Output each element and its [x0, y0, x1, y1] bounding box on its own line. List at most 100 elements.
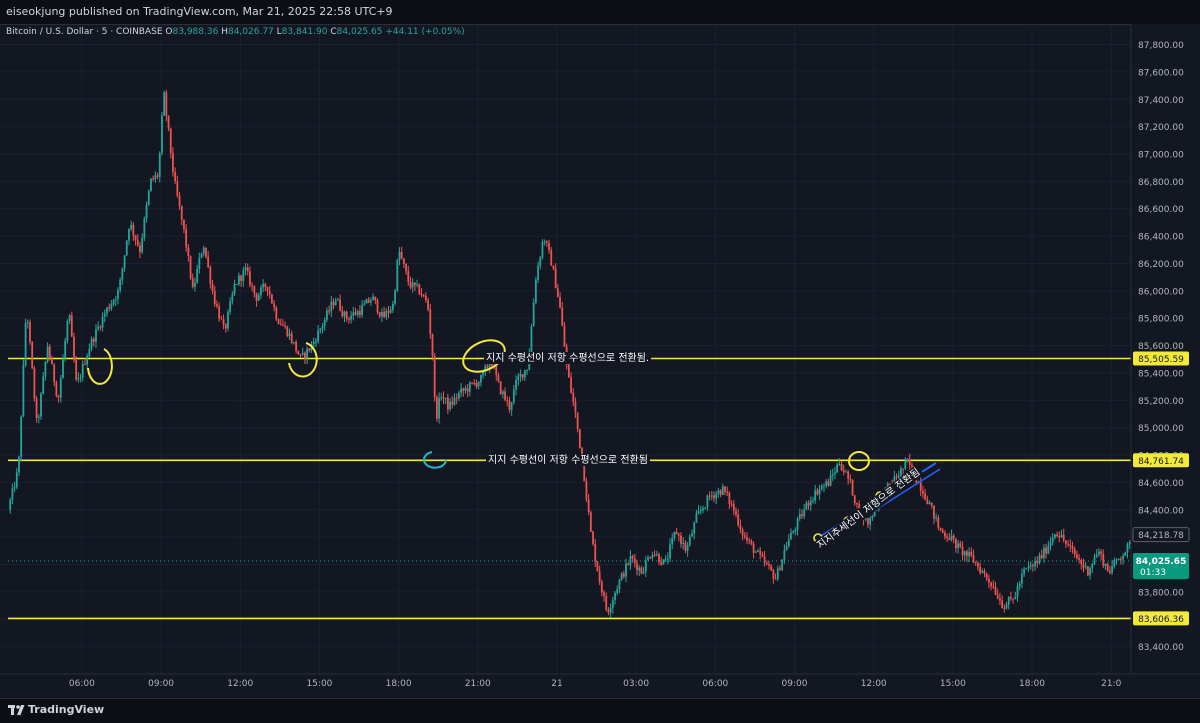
candle-body: [369, 300, 372, 303]
candle-body: [1045, 547, 1048, 554]
candle-body: [737, 514, 740, 526]
horizontal-lines[interactable]: [8, 357, 1131, 620]
annotation-label[interactable]: 지지 수평선이 저항 수평선으로 전환됨.: [484, 352, 652, 364]
candle-body: [92, 338, 95, 342]
price-tick-label: 87,800.00: [1138, 41, 1184, 51]
candle-body: [607, 609, 610, 613]
time-tick-label: 03:00: [623, 679, 649, 689]
candle-body: [172, 152, 174, 173]
candle-body: [471, 382, 473, 384]
candle-body: [820, 486, 823, 489]
price-tick-label: 84,400.00: [1138, 506, 1184, 516]
candle-body: [385, 310, 388, 318]
circle-marker[interactable]: [848, 451, 870, 471]
candle-body: [158, 153, 161, 177]
candle-body: [1080, 560, 1083, 565]
candle-body: [394, 290, 396, 304]
annotation-label[interactable]: 지지추세선이 저항으로 전환됨: [812, 464, 925, 553]
candle-body: [112, 300, 115, 305]
candle-body: [99, 326, 102, 328]
time-tick-label: 06:00: [702, 679, 728, 689]
annotation-label[interactable]: 지지 수평선이 저항 수평선으로 전환됨: [486, 454, 650, 466]
candle-body: [616, 589, 619, 593]
candle-body: [257, 295, 260, 301]
candle-body: [224, 324, 227, 329]
candle-body: [130, 224, 133, 229]
candle-body: [655, 554, 658, 556]
candle-body: [827, 481, 830, 486]
candle-body: [587, 499, 590, 513]
candle-body: [796, 518, 799, 530]
candle-body: [781, 559, 784, 571]
candle-body: [622, 573, 625, 577]
time-tick-label: 21:0: [1101, 679, 1121, 689]
candle-body: [669, 544, 671, 559]
candle-body: [1058, 535, 1061, 538]
price-chart[interactable]: 지지 수평선이 저항 수평선으로 전환됨. 지지 수평선이 저항 수평선으로 전환…: [0, 24, 1200, 698]
candle-body: [95, 329, 97, 342]
candle-body: [776, 568, 779, 579]
candle-body: [1126, 544, 1129, 553]
candle-body: [321, 325, 324, 329]
candle-body: [794, 529, 797, 532]
candle-body: [517, 376, 520, 381]
candle-body: [603, 592, 605, 596]
candle-body: [1047, 546, 1050, 554]
candle-body: [600, 582, 603, 593]
candle-body: [319, 328, 322, 331]
high-label: H: [221, 27, 228, 37]
candle-body: [809, 500, 812, 506]
candle-body: [589, 512, 592, 532]
candle-body: [18, 456, 20, 473]
tradingview-brand: TradingView: [28, 703, 105, 716]
candle-body: [897, 475, 900, 478]
candle-body: [457, 392, 460, 399]
candle-body: [1014, 596, 1017, 600]
candle-body: [249, 271, 251, 286]
symbol-name: Bitcoin / U.S. Dollar · 5 · COINBASE: [6, 27, 163, 37]
price-tag-label: 84,218.78: [1138, 531, 1184, 541]
candle-body: [521, 374, 524, 378]
circle-marker[interactable]: [87, 348, 113, 385]
candle-body: [1089, 568, 1091, 576]
candle-body: [715, 493, 718, 499]
candle-body: [297, 351, 300, 355]
candle-body: [504, 391, 506, 400]
candle-body: [787, 539, 790, 547]
candle-body: [721, 486, 724, 495]
candle-body: [966, 551, 968, 557]
symbol-legend[interactable]: Bitcoin / U.S. Dollar · 5 · COINBASE O83…: [6, 27, 465, 37]
candle-body: [348, 318, 350, 320]
candle-body: [906, 459, 909, 462]
annotations[interactable]: 지지 수평선이 저항 수평선으로 전환됨. 지지 수평선이 저항 수평선으로 전환…: [87, 334, 941, 553]
time-axis[interactable]: [0, 674, 1200, 698]
circle-marker[interactable]: [458, 334, 510, 378]
candle-body: [488, 363, 491, 368]
candle-body: [548, 243, 550, 251]
candle-body: [677, 534, 680, 536]
candle-body: [675, 531, 678, 535]
circle-marker[interactable]: [288, 342, 318, 378]
candle-body: [152, 178, 155, 180]
candle-body: [150, 178, 152, 192]
candle-body: [271, 294, 273, 304]
candle-body: [908, 459, 911, 465]
candle-body: [354, 312, 357, 315]
candle-body: [506, 399, 509, 401]
circle-marker[interactable]: [423, 451, 447, 469]
candle-body: [1069, 544, 1072, 546]
candle-body: [979, 566, 982, 573]
current-price-tag: [1133, 553, 1189, 580]
candle-body: [829, 475, 832, 486]
candle-body: [477, 382, 480, 387]
candle-body: [732, 503, 735, 511]
candle-body: [13, 487, 16, 489]
price-tag: [1132, 527, 1190, 543]
candles: [9, 89, 1131, 618]
candle-body: [585, 481, 588, 500]
candle-body: [1034, 561, 1037, 567]
annotation-label-bg: [812, 464, 925, 553]
candle-body: [818, 488, 821, 495]
candle-body: [46, 346, 49, 362]
candle-body: [15, 472, 18, 488]
